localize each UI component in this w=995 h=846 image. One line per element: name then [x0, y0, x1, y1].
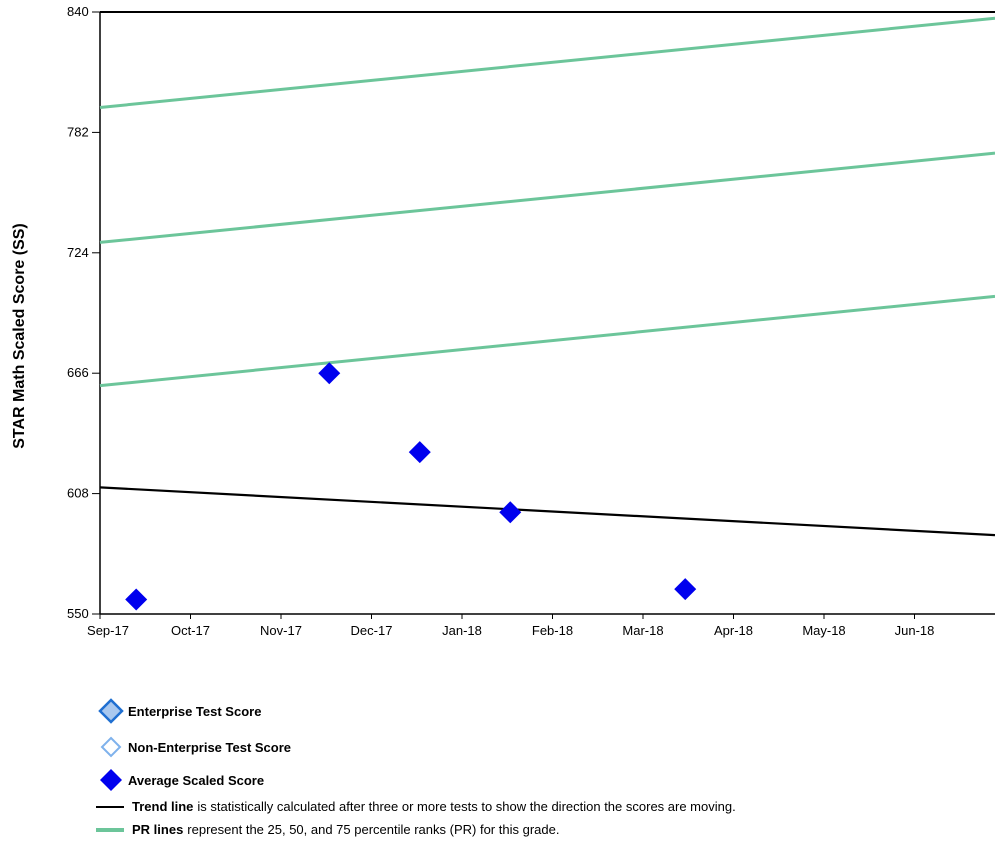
- x-tick-label: Nov-17: [260, 623, 302, 638]
- legend-item-pr: PR lines represent the 25, 50, and 75 pe…: [96, 822, 559, 837]
- x-tick-label: Sep-17: [87, 623, 129, 638]
- y-tick-label: 724: [67, 245, 89, 260]
- diamond-outline-icon: [94, 734, 128, 760]
- average-score-point: [674, 578, 697, 601]
- x-tick-label: May-18: [802, 623, 845, 638]
- pr-line: [99, 151, 995, 244]
- diamond-filled-icon: [94, 767, 128, 793]
- x-tick-label: Apr-18: [714, 623, 753, 638]
- plot-area: 550 608 666 724 782 840 Sep-17 Oct-17 Nov-17 Dec-…: [67, 4, 995, 638]
- legend-desc-pr: represent the 25, 50, and 75 percentile …: [187, 822, 560, 837]
- x-tick-label: Jan-18: [442, 623, 482, 638]
- x-tick-label: Feb-18: [532, 623, 573, 638]
- legend-item-trend: Trend line is statistically calculated a…: [96, 799, 736, 814]
- y-tick-label: 666: [67, 365, 89, 380]
- x-tick-label: Jun-18: [895, 623, 935, 638]
- legend-label-non-enterprise: Non-Enterprise Test Score: [128, 739, 292, 755]
- diamond-outline-filled-icon: [94, 698, 128, 724]
- x-tick-label: Mar-18: [622, 623, 663, 638]
- trend-line: [99, 486, 995, 537]
- y-axis-label: STAR Math Scaled Score (SS): [11, 223, 28, 449]
- legend-item-average: Average Scaled Score: [94, 767, 264, 793]
- legend-item-non-enterprise: Non-Enterprise Test Score: [94, 734, 291, 760]
- legend-label-trend: Trend line: [132, 799, 194, 814]
- pr-line-swatch: [96, 827, 124, 832]
- legend-label-average: Average Scaled Score: [128, 772, 265, 788]
- average-score-point: [499, 501, 522, 524]
- x-tick-label: Oct-17: [171, 623, 210, 638]
- score-chart: STAR Math Scaled Score (SS) 550 608 666 724…: [11, 4, 995, 638]
- legend-label-enterprise: Enterprise Test Score: [128, 703, 262, 719]
- y-tick-label: 550: [67, 606, 89, 621]
- average-score-point: [408, 441, 431, 464]
- legend-desc-trend: is statistically calculated after three …: [197, 799, 736, 814]
- y-tick-label: 840: [67, 4, 89, 19]
- x-tick-label: Dec-17: [351, 623, 393, 638]
- legend-label-pr: PR lines: [132, 822, 184, 837]
- average-score-point: [125, 588, 148, 611]
- average-score-point: [318, 362, 341, 385]
- y-tick-label: 608: [67, 486, 89, 501]
- trend-line-swatch: [96, 805, 124, 808]
- legend-item-enterprise: Enterprise Test Score: [94, 698, 261, 724]
- y-tick-label: 782: [67, 124, 89, 139]
- pr-line: [99, 16, 995, 109]
- pr-line: [99, 294, 995, 388]
